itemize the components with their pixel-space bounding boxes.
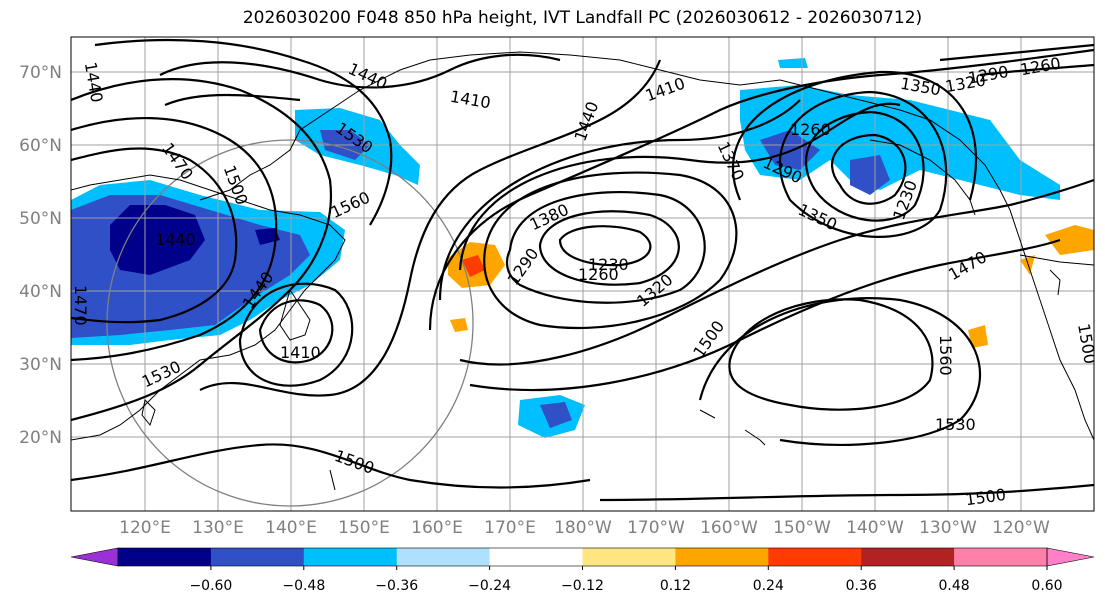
- shade-goa-dark: [850, 155, 890, 195]
- lon-label: 160°E: [411, 518, 463, 538]
- contour-label: 1470: [71, 285, 90, 326]
- contour-label: 1260: [578, 265, 619, 284]
- contour-label: 1530: [935, 415, 976, 434]
- lon-label: 130°W: [919, 518, 977, 538]
- colorbar-segment: [675, 548, 769, 566]
- colorbar-tick-label: −0.12: [561, 578, 604, 594]
- latitude-labels: 70°N 60°N 50°N 40°N 30°N 20°N: [19, 63, 62, 448]
- colorbar-tick-label: 0.36: [846, 578, 877, 594]
- lon-label: 150°W: [773, 518, 831, 538]
- colorbar-segment: [303, 548, 398, 566]
- colorbar-ticks: −0.60 −0.48 −0.36 −0.24 −0.12 0.12 0.24 …: [189, 578, 1062, 594]
- shade-asia-dark2: [255, 228, 280, 245]
- range-circle: [106, 139, 474, 507]
- lon-label: 150°E: [338, 518, 390, 538]
- colorbar-tick-label: 0.24: [753, 578, 784, 594]
- lon-label: 120°W: [992, 518, 1050, 538]
- lat-label: 20°N: [19, 428, 62, 448]
- colorbar-segment: [861, 548, 955, 566]
- colorbar-segment: [118, 548, 212, 566]
- shade-goa-light: [740, 85, 1060, 200]
- contour-label: 1230: [588, 255, 629, 274]
- lon-label: 170°W: [627, 518, 685, 538]
- lat-label: 30°N: [19, 355, 62, 375]
- shade-pos-orange5: [1020, 255, 1035, 275]
- colorbar-segment: [582, 548, 676, 566]
- colorbar-extend-left: [70, 547, 119, 567]
- colorbar-segment: [210, 548, 305, 566]
- lon-label: 180°W: [554, 518, 612, 538]
- shade-pos-orange3: [1045, 225, 1094, 255]
- height-contours: [71, 38, 1094, 502]
- map-frame: [70, 36, 1095, 512]
- contour-label: 1560: [936, 335, 955, 376]
- lat-label: 60°N: [19, 136, 62, 156]
- shade-asia-dark: [110, 205, 205, 275]
- lon-label: 140°W: [846, 518, 904, 538]
- colorbar-tick-label: 0.60: [1031, 578, 1062, 594]
- contour-label: 1440: [155, 230, 196, 249]
- lon-label: 140°E: [265, 518, 317, 538]
- graticule: [71, 37, 1094, 511]
- lat-label: 70°N: [19, 63, 62, 83]
- map-title: 2026030200 F048 850 hPa height, IVT Land…: [242, 8, 923, 28]
- colorbar-tick-label: −0.48: [282, 578, 325, 594]
- shade-south-mid: [540, 402, 572, 428]
- lat-label: 50°N: [19, 209, 62, 229]
- colorbar-extend-right: [1046, 547, 1095, 567]
- contour-label: 1260: [790, 120, 831, 139]
- shade-pos-red: [462, 255, 485, 277]
- contour-label: 1410: [280, 343, 321, 362]
- colorbar-tick-label: 0.48: [939, 578, 970, 594]
- shade-top-light: [778, 58, 808, 68]
- longitude-labels: 120°E 130°E 140°E 150°E 160°E 170°E 180°…: [119, 518, 1050, 538]
- colorbar-tick-label: −0.60: [189, 578, 232, 594]
- lon-label: 170°E: [484, 518, 536, 538]
- lon-label: 160°W: [700, 518, 758, 538]
- colorbar-segment: [954, 548, 1048, 566]
- lon-label: 120°E: [119, 518, 171, 538]
- colorbar-segment: [768, 548, 862, 566]
- lon-label: 130°E: [192, 518, 244, 538]
- colorbar-tick-label: 0.12: [660, 578, 691, 594]
- lat-label: 40°N: [19, 282, 62, 302]
- colorbar-segment: [489, 548, 583, 566]
- shade-pos-orange2: [450, 318, 468, 332]
- colorbar-tick-label: −0.24: [468, 578, 511, 594]
- colorbar-tick-label: −0.36: [375, 578, 418, 594]
- colorbar: [70, 547, 1095, 570]
- shade-pos-orange4: [968, 325, 988, 348]
- colorbar-segment: [396, 548, 491, 566]
